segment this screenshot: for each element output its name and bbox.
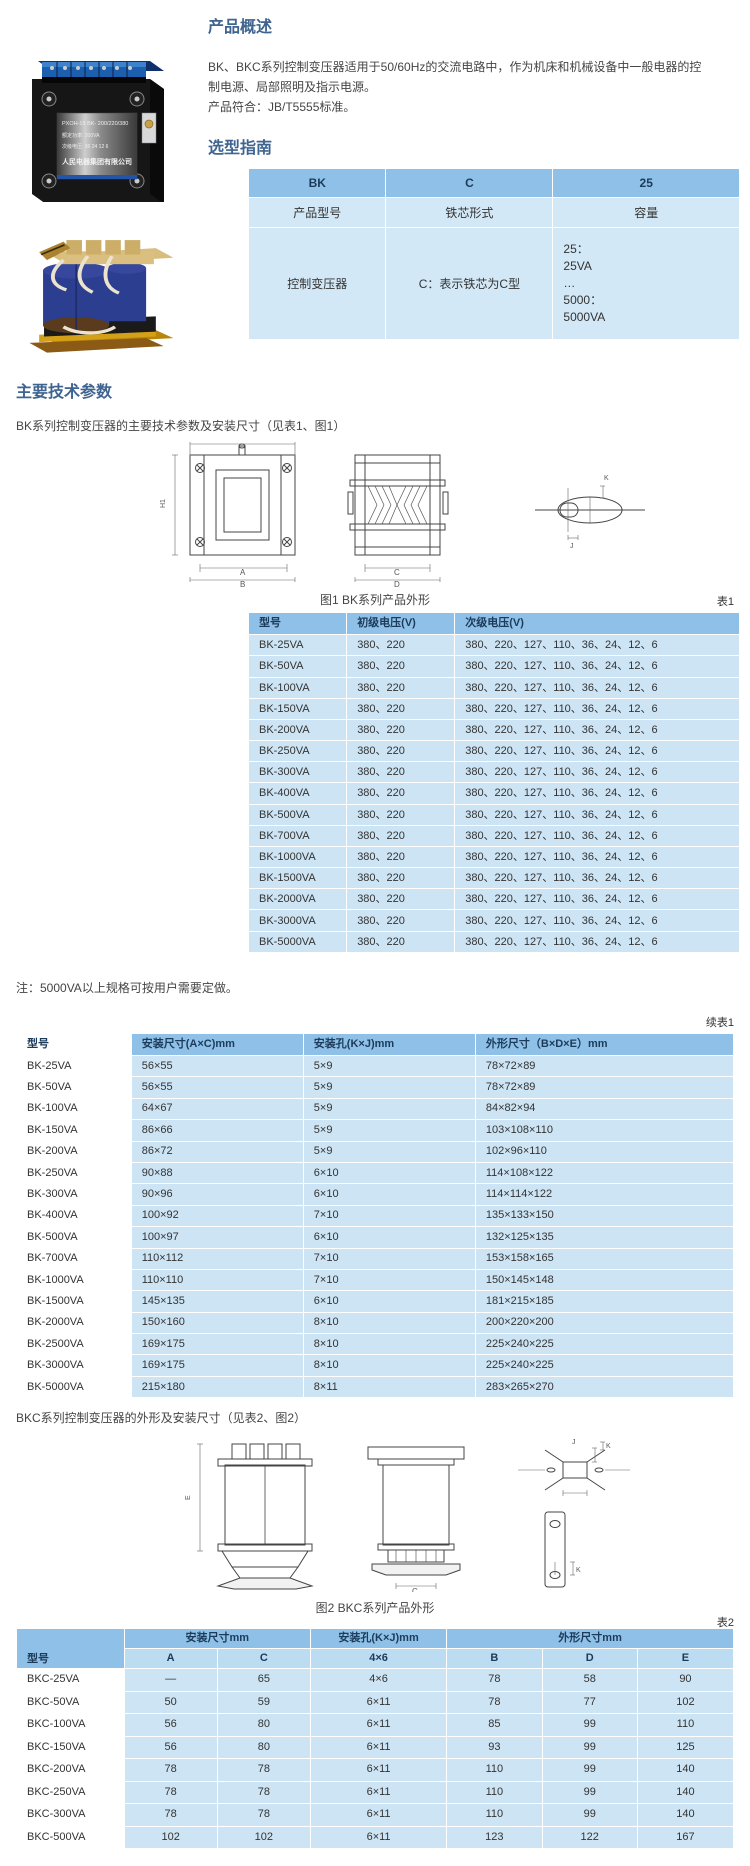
- svg-text:K: K: [604, 475, 609, 482]
- svg-text:E: E: [185, 1495, 192, 1500]
- svg-text:J: J: [570, 543, 574, 550]
- svg-text:K: K: [576, 1567, 581, 1574]
- svg-text:次级电压: 36 24 12 6: 次级电压: 36 24 12 6: [62, 143, 109, 150]
- svg-text:D: D: [394, 580, 400, 589]
- svg-text:H1: H1: [160, 499, 167, 508]
- svg-text:C: C: [394, 568, 400, 577]
- svg-text:B: B: [240, 580, 245, 589]
- svg-text:K: K: [606, 1443, 611, 1450]
- svg-text:A: A: [240, 568, 246, 577]
- svg-text:J: J: [572, 1439, 576, 1446]
- svg-text:PXOH-15 BK- 200/220/380: PXOH-15 BK- 200/220/380: [62, 121, 128, 127]
- svg-text:额定功率: 200VA: 额定功率: 200VA: [62, 132, 100, 139]
- svg-text:C: C: [412, 1587, 418, 1592]
- svg-text:人民电器集团有限公司: 人民电器集团有限公司: [62, 157, 132, 166]
